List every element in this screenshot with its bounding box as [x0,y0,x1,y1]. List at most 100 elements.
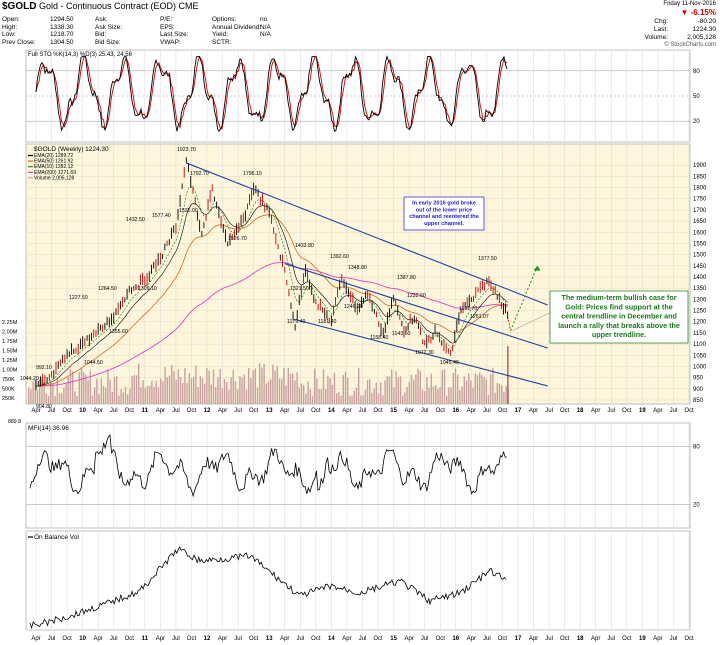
volume-bar [138,363,140,404]
price-label: 1348.80 [348,265,367,271]
volume-bar [311,395,314,404]
date-tick: Oct [311,636,321,642]
date-tick: Apr [31,408,40,414]
volume-bar [303,385,305,404]
volume-bar [193,377,195,404]
volume-bar [188,372,190,404]
date-tick: 14 [328,636,335,642]
volume-bar [219,368,221,404]
header-field-label: SCTR: [212,38,232,46]
volume-bar [399,376,402,404]
volume-bar [408,381,410,404]
price-label: 1191.70 [459,306,477,312]
annotation-bullish-line: upper trendline. [592,330,646,339]
volume-bar [72,371,74,404]
volume-bar [45,393,47,404]
date-tick: 19 [639,408,646,414]
annotation-bullish-line: Gold: Prices find support at the [565,302,672,311]
volume-bar [41,377,43,404]
date-tick: 10 [79,636,86,642]
volume-tick: 1.75M [2,339,18,345]
price-tick: 1850 [693,174,707,180]
date-tick: Oct [187,408,197,414]
volume-bar [448,387,450,404]
date-tick: Oct [249,408,259,414]
volume-bar [292,373,294,404]
volume-bar [388,376,391,404]
volume-bar [424,391,426,404]
volume-bar [419,370,421,404]
volume-bar [118,395,120,404]
date-tick: Apr [404,636,413,642]
volume-bar [186,382,188,404]
symbol[interactable]: $GOLD [2,1,37,12]
date-tick: Oct [125,636,135,642]
header-field-label: Annual Dividend: [212,23,262,31]
volume-bar [322,369,325,404]
volume-bar [443,369,446,404]
volume-bar [261,367,263,404]
volume-bar [151,380,153,404]
price-label: 1072.30 [415,350,434,356]
volume-bar [47,395,50,404]
volume-bar [30,389,32,404]
header-field-value: 1218.70 [50,31,74,38]
volume-bar [105,387,107,404]
volume-bar [338,392,340,404]
volume-bar [492,368,494,404]
volume-bar [69,369,72,404]
price-label: 1143.60 [392,331,410,337]
ema50-line [35,214,508,387]
change-percent: ▼ -6.15% [680,8,717,17]
price-tick: 1900 [693,163,707,169]
volume-bar [446,395,448,404]
volume-bar [98,394,100,404]
date-tick: Oct [249,636,259,642]
annotation-channel-line: upper channel. [424,221,464,227]
volume-bar [468,373,470,404]
volume-bar [406,386,408,404]
volume-bar [263,363,265,404]
price-label: 1044.50 [84,360,103,366]
volume-bar [432,386,435,404]
volume-bar [142,380,144,404]
date-tick: Jul [48,408,56,414]
price-label: 1923.70 [177,147,196,153]
volume-bar [265,383,267,404]
volume-bar [382,395,384,404]
price-label: 1309.10 [138,286,157,292]
header-field-label: Yield: [212,31,229,38]
volume-bar [331,384,333,404]
header-field-label: Bid Size: [95,38,121,46]
price-label: 1264.50 [98,286,117,292]
price-tick: 1000 [693,364,707,370]
date-tick: 18 [577,636,584,642]
date-tick: Jul [607,636,615,642]
date-tick: Apr [467,636,476,642]
volume-label: Volume: [644,34,669,41]
date-tick: Apr [653,636,662,642]
date-tick: Oct [622,636,632,642]
header-field-label: Options: [212,16,237,23]
volume-bar [481,375,483,404]
volume-bar [435,385,437,404]
date-tick: Jul [421,636,429,642]
price-label: 1433.80 [295,243,314,249]
volume-bar [377,393,380,404]
volume-bar [289,373,292,404]
volume-bar [206,368,208,404]
volume-bar [190,377,193,404]
price-tick: 1150 [693,331,707,337]
date-tick: Apr [467,408,476,414]
sto-legend: Full STO %K(14,3) %D(3) 25.43, 24.56 [28,52,133,58]
volume-bar [89,370,91,404]
obv-legend: On Balance Vol [34,534,79,541]
volume-bar [85,374,87,404]
channel-line-middle [284,263,548,349]
annotation-channel-line: out of the lower price [416,207,473,213]
volume-bar [393,387,395,404]
volume-bar [184,368,186,404]
mfi-panel-frame [25,422,691,529]
date-tick: Apr [31,636,40,642]
